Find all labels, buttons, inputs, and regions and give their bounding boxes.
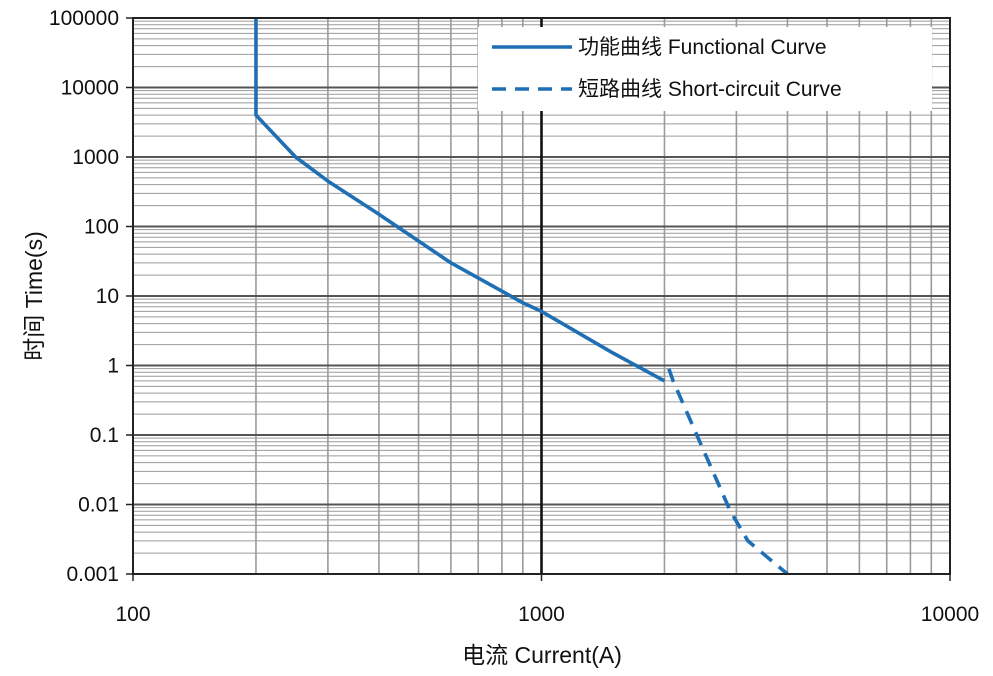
y-tick-label: 100 xyxy=(84,216,119,239)
y-axis-title: 时间 Time(s) xyxy=(21,231,47,360)
legend: 功能曲线 Functional Curve 短路曲线 Short-circuit … xyxy=(478,27,932,111)
y-tick-label: 0.01 xyxy=(78,494,119,517)
short-circuit-curve-line xyxy=(667,368,789,576)
legend-label-functional: 功能曲线 Functional Curve xyxy=(578,36,827,59)
legend-label-short-circuit: 短路曲线 Short-circuit Curve xyxy=(578,78,842,101)
y-tick-label: 10000 xyxy=(61,77,119,100)
x-tick-label: 100 xyxy=(115,603,150,626)
x-tick-label: 1000 xyxy=(518,603,565,626)
y-tick-label: 1 xyxy=(107,355,119,378)
functional-curve-line xyxy=(254,18,666,383)
y-tick-label: 0.1 xyxy=(90,424,119,447)
legend-box xyxy=(478,27,932,111)
y-tick-label: 0.001 xyxy=(66,563,119,586)
tick-labels: 0.001 0.01 0.1 1 10 100 1000 10000 100000 100 1000… xyxy=(49,7,979,626)
y-tick-label: 100000 xyxy=(49,7,119,30)
y-tick-label: 10 xyxy=(96,285,119,308)
x-tick-label: 10000 xyxy=(921,603,979,626)
y-tick-label: 1000 xyxy=(72,146,119,169)
x-axis-title: 电流 Current(A) xyxy=(462,642,622,668)
series-layer xyxy=(254,18,789,576)
